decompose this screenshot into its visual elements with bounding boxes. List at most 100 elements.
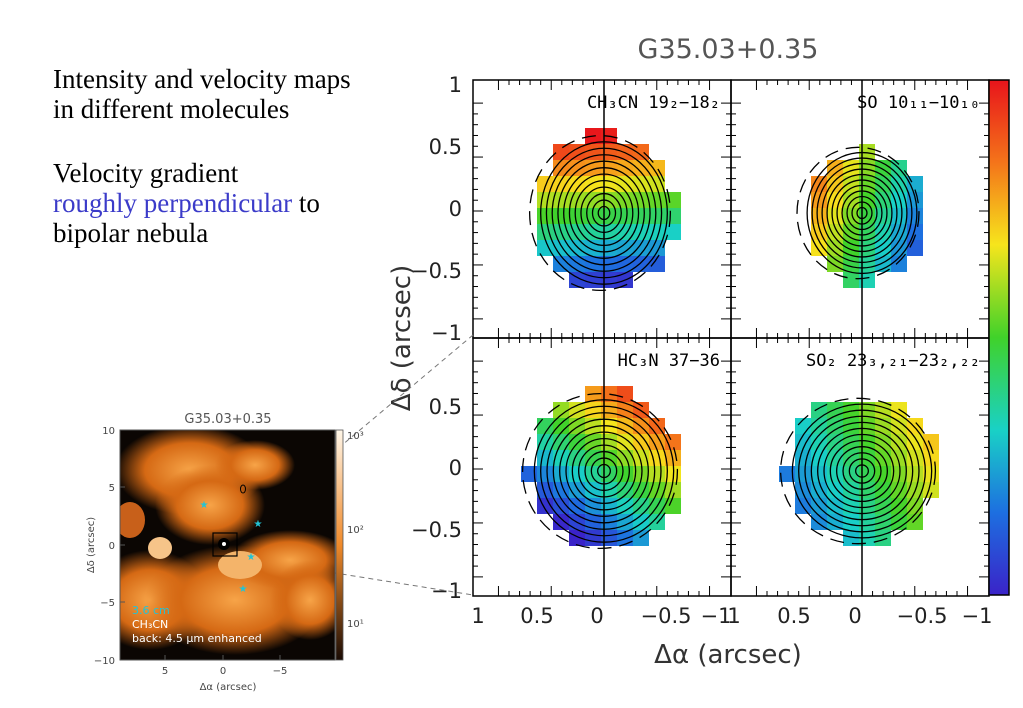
inset-ytick-minus-5: −5	[100, 598, 115, 609]
panel-ch3cn: CH₃CN 19₂−18₂	[472, 79, 732, 339]
map-pixel	[827, 208, 843, 224]
map-pixel	[907, 418, 923, 434]
svg-text:★: ★	[200, 500, 209, 511]
inset-legend-line-3: back: 4.5 μm enhanced	[132, 632, 262, 645]
inset-ticks: 10 5 0 −5 −10 5 0 −5 10³ 10² 10¹	[94, 426, 364, 677]
map-pixel	[633, 160, 649, 176]
map-pixel	[649, 434, 665, 450]
map-pixel	[553, 418, 569, 434]
map-pixel	[537, 418, 553, 434]
outer-dashed-contour	[528, 134, 672, 292]
xtick-right-0.5: 0.5	[777, 604, 810, 628]
map-pixel	[907, 450, 923, 466]
map-pixel	[827, 224, 843, 240]
map-pixel	[537, 466, 553, 482]
map-pixel	[907, 466, 923, 482]
map-pixel	[617, 386, 633, 402]
map-pixel	[633, 192, 649, 208]
inset-ytick-10: 10	[102, 426, 115, 437]
map-pixel	[907, 208, 923, 224]
map-pixel	[649, 466, 665, 482]
slide-paragraph-2: Velocity gradient roughly perpendicular …	[53, 158, 353, 248]
map-pixel	[553, 160, 569, 176]
map-pixel	[649, 240, 665, 256]
map-pixel	[633, 482, 649, 498]
map-pixel	[827, 514, 843, 530]
map-pixel	[617, 482, 633, 498]
map-pixel	[907, 434, 923, 450]
map-pixel	[649, 160, 665, 176]
main-figure-title: G35.03+0.35	[638, 34, 819, 65]
svg-text:★: ★	[247, 552, 256, 563]
map-pixel	[891, 256, 907, 272]
map-pixel	[843, 466, 859, 482]
ytick-bottom-minus-1: −1	[431, 579, 462, 603]
map-pixel	[617, 176, 633, 192]
map-pixel	[875, 224, 891, 240]
map-pixel	[649, 208, 665, 224]
map-pixel	[665, 208, 681, 224]
paragraph-2-highlight: roughly perpendicular	[53, 188, 293, 218]
map-pixel	[553, 208, 569, 224]
inset-legend: 3.6 cm CH₃CN back: 4.5 μm enhanced	[132, 604, 262, 645]
inset-xlabel: Δα (arcsec)	[200, 682, 257, 693]
ytick-bottom-minus-0.5: −0.5	[411, 518, 462, 542]
map-pixel	[649, 192, 665, 208]
map-pixel	[617, 514, 633, 530]
panel-hc3n: HC₃N 37−36	[472, 337, 732, 597]
map-pixel	[569, 144, 585, 160]
map-pixel	[569, 240, 585, 256]
inset-cbar-tick-1e1: 10¹	[347, 619, 364, 630]
map-pixel	[553, 514, 569, 530]
map-pixel	[585, 482, 601, 498]
map-pixel	[827, 418, 843, 434]
map-pixel	[521, 466, 537, 482]
map-pixel	[665, 482, 681, 498]
map-pixel	[633, 256, 649, 272]
xtick-right-0: 0	[848, 604, 861, 628]
xtick-right-1: 1	[727, 604, 740, 628]
map-pixel	[811, 224, 827, 240]
map-pixel	[891, 224, 907, 240]
map-pixel	[537, 224, 553, 240]
map-pixel	[843, 530, 859, 546]
map-pixel	[843, 176, 859, 192]
map-pixel	[907, 514, 923, 530]
map-pixel	[843, 272, 859, 288]
map-pixel	[585, 224, 601, 240]
svg-text:★: ★	[239, 584, 248, 595]
inset-xtick-0: 0	[220, 666, 226, 677]
inset-figure: G35.03+0.35 ★ ★ ★ ★	[86, 412, 364, 693]
panel-so: SO 10₁₁−10₁₀	[730, 79, 990, 339]
xtick-right-minus-0.5: −0.5	[897, 604, 948, 628]
map-pixel	[617, 498, 633, 514]
paragraph-2-end: to bipolar nebula	[53, 188, 320, 248]
map-pixel	[795, 434, 811, 450]
map-pixel	[875, 482, 891, 498]
velocity-map-panels: CH₃CN 19₂−18₂ SO 10₁₁−10₁₀ HC₃N 37−36 SO₂ 2…	[472, 79, 990, 597]
xtick-left-0: 0	[590, 604, 603, 628]
inset-cbar-tick-1e2: 10²	[347, 525, 364, 536]
map-pixel	[601, 386, 617, 402]
map-pixel	[585, 530, 601, 546]
map-pixel	[859, 434, 875, 450]
map-pixel	[811, 482, 827, 498]
paragraph-2-start: Velocity gradient	[53, 158, 239, 188]
map-pixel	[617, 434, 633, 450]
map-pixel	[633, 144, 649, 160]
panel-so2: SO₂ 23₃,₂₁−23₂,₂₂	[730, 337, 990, 597]
map-pixel	[569, 160, 585, 176]
map-pixel	[665, 498, 681, 514]
map-pixel	[843, 240, 859, 256]
map-pixel	[811, 434, 827, 450]
ytick-top-minus-0.5: −0.5	[411, 259, 462, 283]
ytick-top-minus-1: −1	[431, 321, 462, 345]
main-xlabel: Δα (arcsec)	[654, 640, 802, 670]
map-pixel	[537, 240, 553, 256]
panel-label-ch3cn: CH₃CN 19₂−18₂	[587, 93, 720, 113]
slide-paragraph-1: Intensity and velocity maps in different…	[53, 64, 351, 124]
map-pixel	[891, 466, 907, 482]
map-pixel	[665, 224, 681, 240]
map-pixel	[843, 514, 859, 530]
